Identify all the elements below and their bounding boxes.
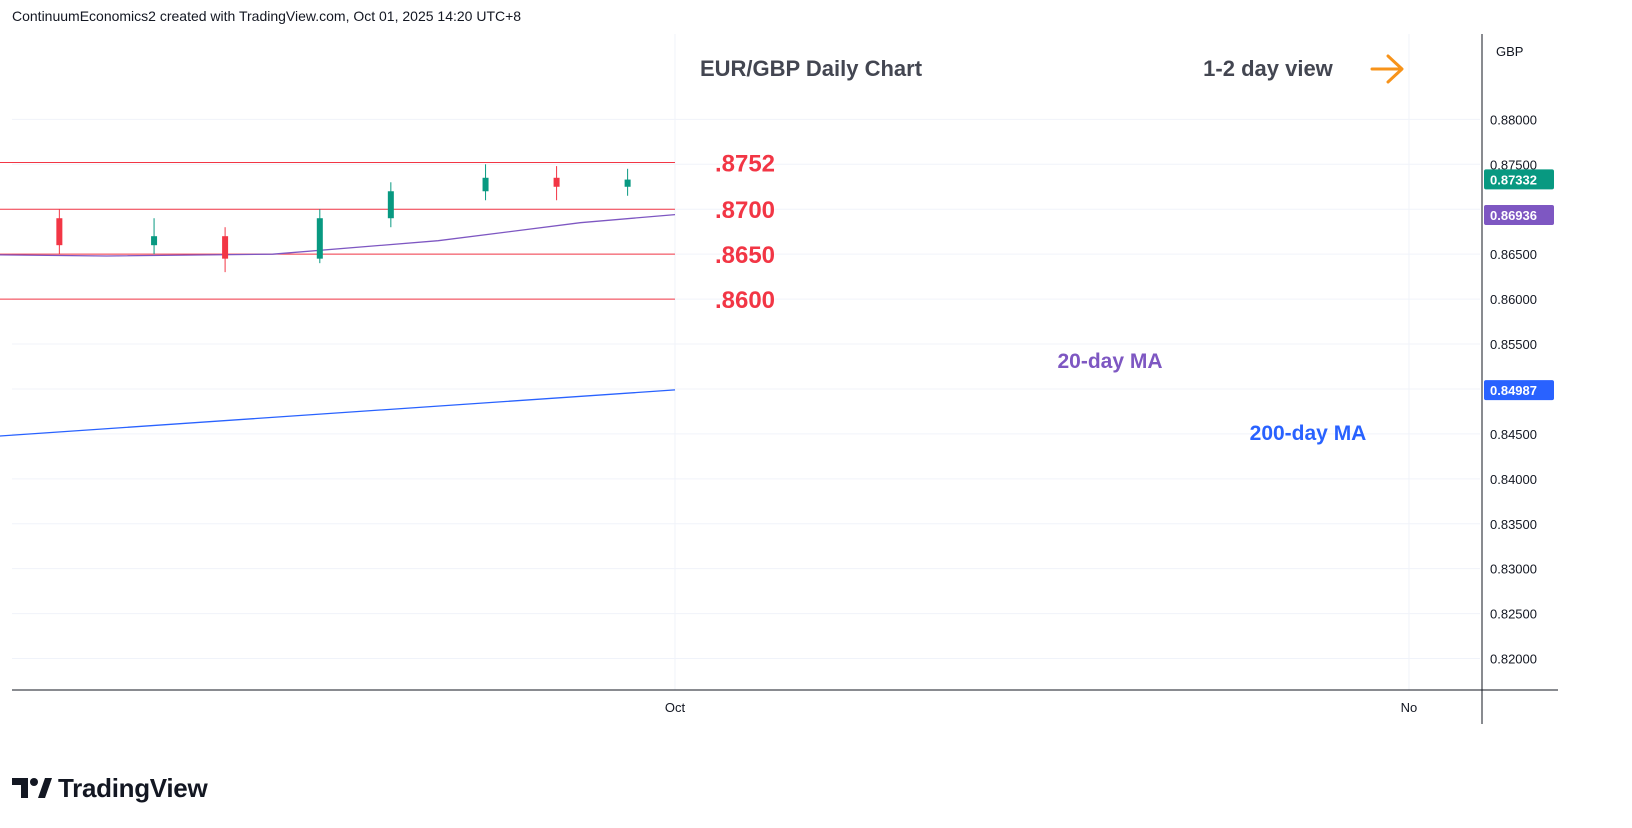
candles — [56, 164, 631, 273]
tradingview-logo-icon — [12, 778, 52, 798]
price-tag-label: 0.84987 — [1490, 383, 1537, 398]
y-tick-label: 0.88000 — [1490, 112, 1537, 127]
y-tick-label: 0.84000 — [1490, 472, 1537, 487]
y-tick-label: 0.86500 — [1490, 247, 1537, 262]
candle — [387, 182, 394, 228]
ma20-label: 20-day MA — [1057, 350, 1162, 373]
ma200-label: 200-day MA — [1250, 422, 1367, 445]
grid-lines — [12, 34, 1480, 690]
price-tag-bg — [1484, 380, 1554, 401]
level-label: .8600 — [715, 287, 775, 314]
view-label: 1-2 day view — [1203, 56, 1334, 81]
y-tick-label: 0.83500 — [1490, 517, 1537, 532]
axes: 0.880000.875000.870000.865000.860000.855… — [12, 34, 1558, 724]
x-tick-label: No — [1401, 700, 1418, 715]
candle-body — [624, 179, 631, 187]
candle-body — [151, 236, 158, 246]
tradingview-logo[interactable]: TradingView — [12, 772, 208, 804]
candle — [482, 164, 489, 201]
price-tag-label: 0.87332 — [1490, 172, 1537, 187]
price-tag: 0.86936 — [1484, 204, 1554, 225]
annotations: .8752.8700.8650.8600.8222.8737EUR/GBP Da… — [700, 54, 1404, 445]
level-label: .8752 — [715, 151, 775, 178]
right-arrow-path — [1370, 54, 1404, 84]
chart-title: EUR/GBP Daily Chart — [700, 56, 923, 81]
candle — [316, 209, 323, 264]
level-label: .8650 — [715, 242, 775, 269]
candle-body — [222, 236, 229, 259]
candle — [222, 227, 229, 273]
candle — [56, 209, 63, 255]
candle-body — [56, 218, 63, 246]
y-tick-label: 0.85500 — [1490, 337, 1537, 352]
plot-area — [12, 34, 1480, 690]
level-label: .8700 — [715, 197, 775, 224]
y-tick-label: 0.84500 — [1490, 427, 1537, 442]
right-arrow-icon — [1370, 54, 1404, 84]
y-tick-label: 0.82500 — [1490, 607, 1537, 622]
support-resistance-lines — [0, 162, 675, 300]
chart-credit: ContinuumEconomics2 created with Trading… — [12, 8, 522, 24]
price-tag-bg — [1484, 204, 1554, 225]
y-tick-label: 0.82000 — [1490, 652, 1537, 667]
y-tick-label: 0.87500 — [1490, 157, 1537, 172]
candle-body — [482, 177, 489, 192]
candle-body — [553, 177, 560, 187]
candle — [624, 168, 631, 196]
candle-body — [316, 218, 323, 259]
price-tag: 0.84987 — [1484, 380, 1554, 401]
price-tag: 0.87332 — [1484, 169, 1554, 190]
candle-body — [387, 191, 394, 219]
tradingview-brand-text: TradingView — [58, 772, 208, 803]
candle — [553, 166, 560, 201]
y-tick-label: 0.86000 — [1490, 292, 1537, 307]
price-tag-label: 0.86936 — [1490, 208, 1537, 223]
x-tick-label: Oct — [665, 700, 686, 715]
currency-label: GBP — [1496, 44, 1523, 59]
candle — [151, 218, 158, 255]
price-tag-bg — [1484, 169, 1554, 190]
y-tick-label: 0.83000 — [1490, 562, 1537, 577]
